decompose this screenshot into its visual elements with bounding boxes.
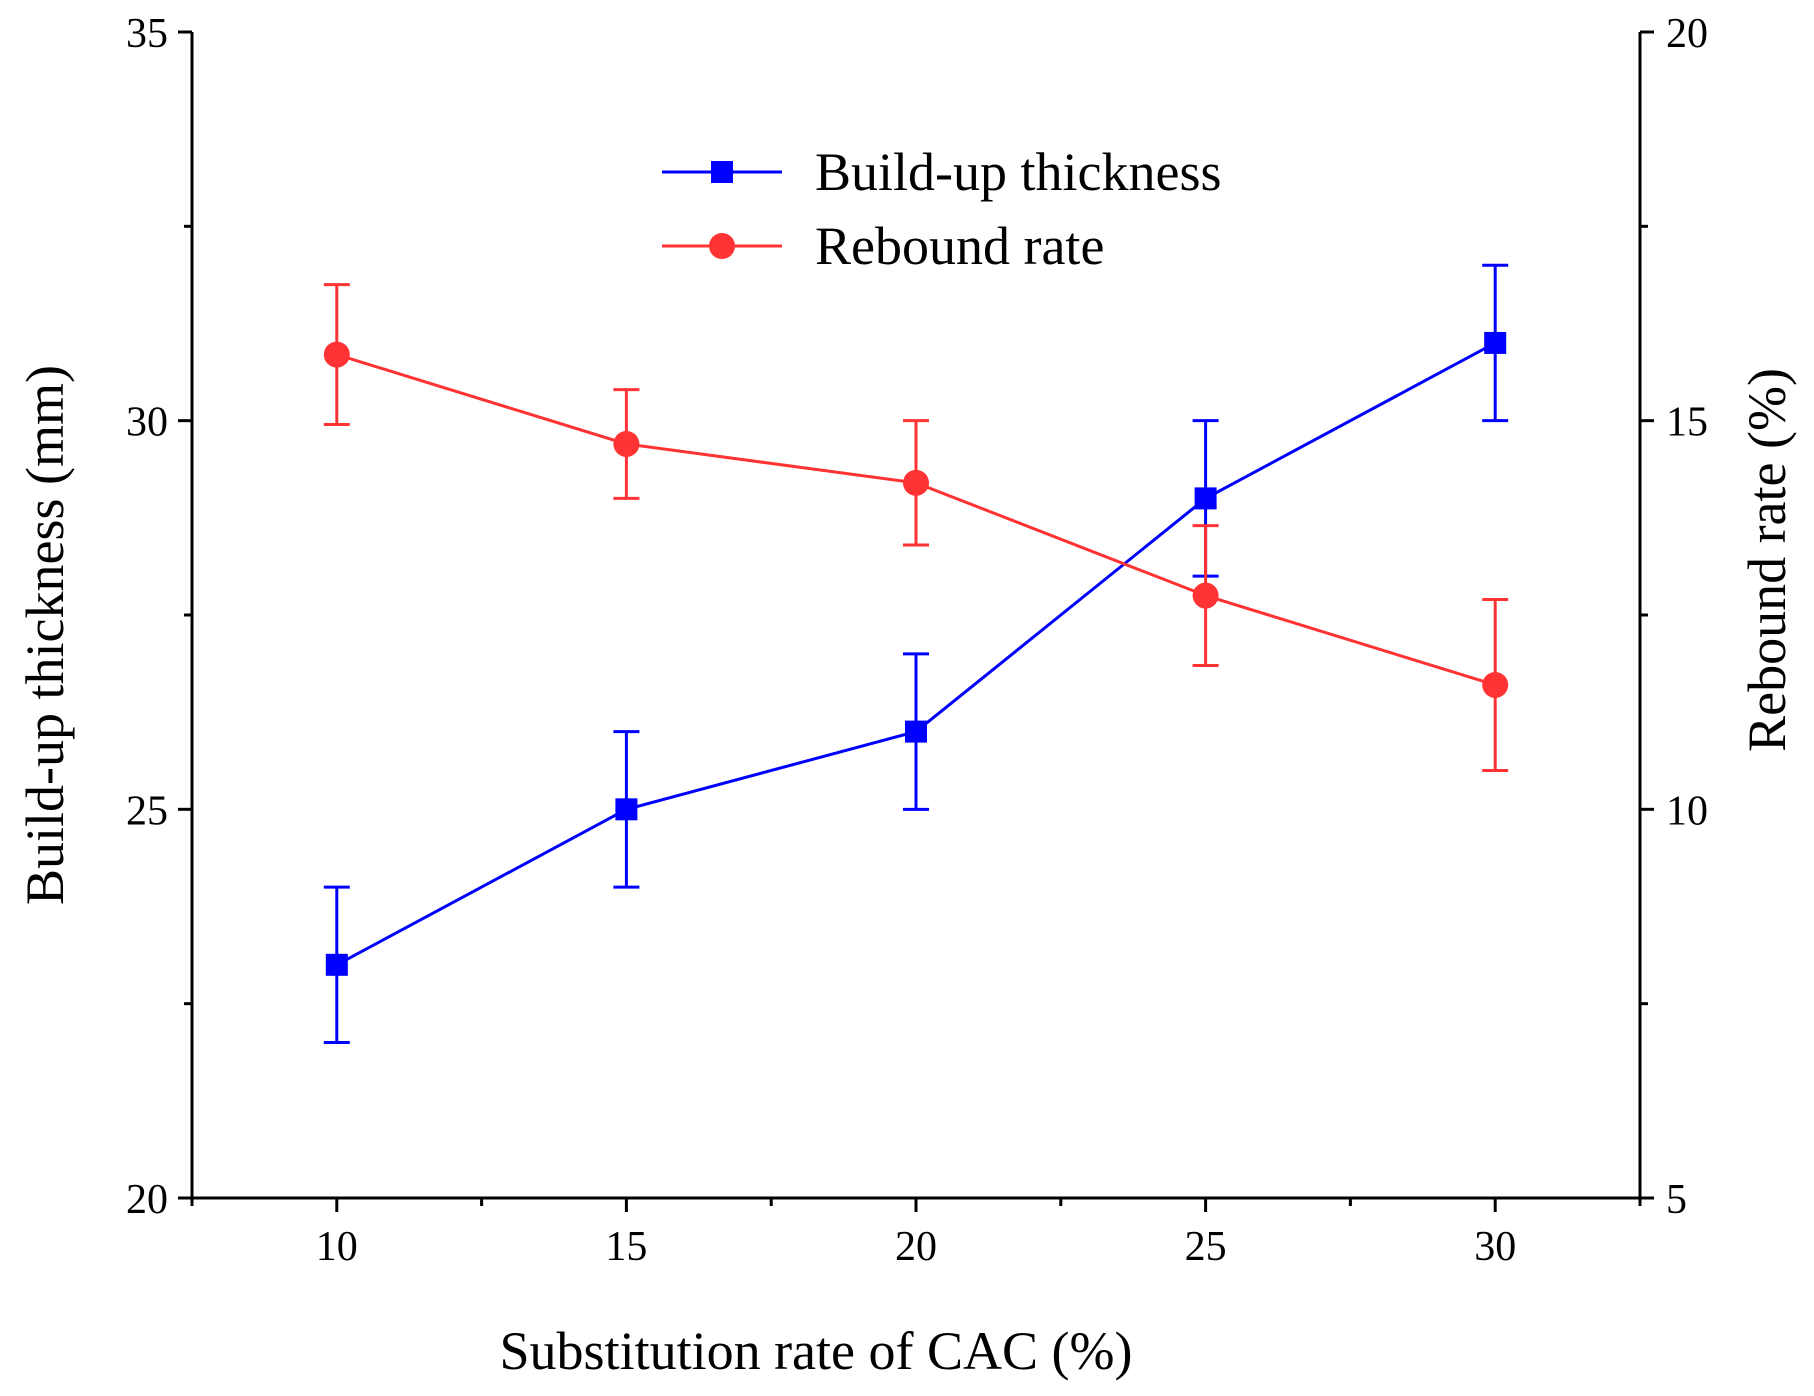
legend-label: Build-up thickness	[815, 142, 1221, 202]
legend-marker	[711, 161, 733, 183]
y-right-tick-label: 20	[1666, 11, 1708, 57]
legend-marker	[709, 233, 735, 259]
data-point	[615, 798, 638, 821]
legend-label: Rebound rate	[815, 216, 1104, 276]
y-left-tick-label: 20	[126, 1177, 168, 1223]
y-right-tick-label: 5	[1666, 1177, 1687, 1223]
axes: 10 15 20 25 30 20 25 30 35 5 10 15 20 Substitution ra…	[15, 11, 1797, 1381]
y-right-tick-label: 10	[1666, 788, 1708, 834]
data-point	[1192, 582, 1219, 609]
x-tick-label: 30	[1474, 1224, 1516, 1270]
data-point	[903, 469, 929, 496]
y-left-tick-label: 25	[126, 788, 168, 834]
data-point	[1484, 331, 1507, 354]
x-tick-label: 25	[1185, 1224, 1227, 1270]
plot-area	[323, 263, 1509, 1045]
legend: Build-up thickness Rebound rate	[662, 142, 1221, 276]
y-left-tick-label: 35	[126, 11, 168, 57]
y-left-tick-label: 30	[126, 400, 168, 446]
x-axis-title: Substitution rate of CAC (%)	[500, 1321, 1133, 1381]
x-tick-label: 15	[605, 1224, 647, 1270]
data-point	[613, 430, 640, 457]
data-point	[905, 720, 927, 743]
legend-entry: Build-up thickness	[662, 142, 1221, 202]
data-point	[323, 341, 350, 368]
x-tick-label: 20	[895, 1224, 937, 1270]
series-build-up-thickness	[323, 263, 1509, 1045]
data-point	[1194, 487, 1217, 510]
x-tick-label: 10	[316, 1224, 358, 1270]
series-rebound-rate	[323, 283, 1509, 772]
y-right-axis-title: Rebound rate (%)	[1737, 368, 1797, 752]
data-point	[1482, 671, 1509, 698]
legend-entry: Rebound rate	[662, 216, 1104, 276]
y-right-tick-label: 15	[1666, 400, 1708, 446]
y-left-axis-title: Build-up thickness (mm)	[15, 365, 75, 905]
data-point	[325, 953, 348, 976]
